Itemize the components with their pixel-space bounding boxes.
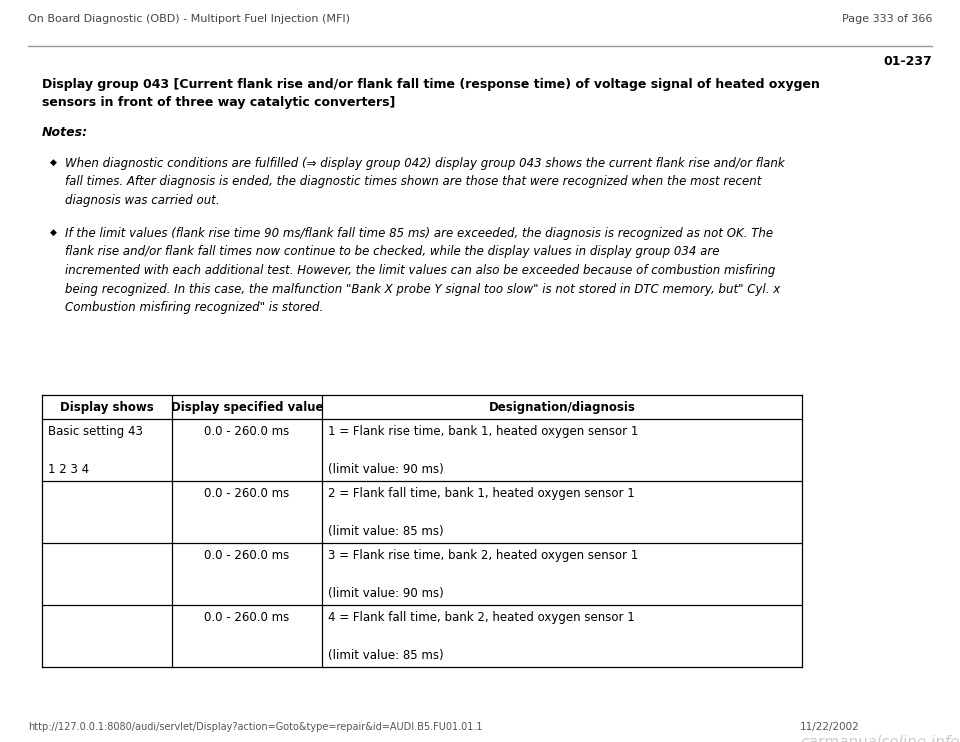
Text: On Board Diagnostic (OBD) - Multiport Fuel Injection (MFI): On Board Diagnostic (OBD) - Multiport Fu… bbox=[28, 14, 350, 24]
Text: 0.0 - 260.0 ms: 0.0 - 260.0 ms bbox=[204, 611, 290, 624]
Text: 01-237: 01-237 bbox=[883, 55, 932, 68]
Text: Display shows: Display shows bbox=[60, 401, 154, 414]
Text: 0.0 - 260.0 ms: 0.0 - 260.0 ms bbox=[204, 487, 290, 500]
Text: Designation/diagnosis: Designation/diagnosis bbox=[489, 401, 636, 414]
Text: 2 = Flank fall time, bank 1, heated oxygen sensor 1

(limit value: 85 ms): 2 = Flank fall time, bank 1, heated oxyg… bbox=[328, 487, 635, 538]
Text: If the limit values (flank rise time 90 ms/flank fall time 85 ms) are exceeded, : If the limit values (flank rise time 90 … bbox=[65, 227, 780, 314]
Text: 4 = Flank fall time, bank 2, heated oxygen sensor 1

(limit value: 85 ms): 4 = Flank fall time, bank 2, heated oxyg… bbox=[328, 611, 635, 662]
Text: 0.0 - 260.0 ms: 0.0 - 260.0 ms bbox=[204, 425, 290, 438]
Text: ◆: ◆ bbox=[50, 158, 57, 167]
Text: 11/22/2002: 11/22/2002 bbox=[800, 722, 860, 732]
Text: 1 = Flank rise time, bank 1, heated oxygen sensor 1

(limit value: 90 ms): 1 = Flank rise time, bank 1, heated oxyg… bbox=[328, 425, 638, 476]
Text: Notes:: Notes: bbox=[42, 126, 88, 139]
Text: When diagnostic conditions are fulfilled (⇒ display group 042) display group 043: When diagnostic conditions are fulfilled… bbox=[65, 157, 784, 207]
Text: ◆: ◆ bbox=[50, 228, 57, 237]
Text: Basic setting 43

1 2 3 4: Basic setting 43 1 2 3 4 bbox=[48, 425, 143, 476]
Text: carmanualsoline.info: carmanualsoline.info bbox=[800, 735, 959, 742]
Text: 3 = Flank rise time, bank 2, heated oxygen sensor 1

(limit value: 90 ms): 3 = Flank rise time, bank 2, heated oxyg… bbox=[328, 549, 638, 600]
Text: http://127.0.0.1:8080/audi/servlet/Display?action=Goto&type=repair&id=AUDI.B5.FU: http://127.0.0.1:8080/audi/servlet/Displ… bbox=[28, 722, 483, 732]
Text: 0.0 - 260.0 ms: 0.0 - 260.0 ms bbox=[204, 549, 290, 562]
Text: Page 333 of 366: Page 333 of 366 bbox=[842, 14, 932, 24]
Text: Display group 043 [Current flank rise and/or flank fall time (response time) of : Display group 043 [Current flank rise an… bbox=[42, 78, 820, 91]
Text: sensors in front of three way catalytic converters]: sensors in front of three way catalytic … bbox=[42, 96, 396, 109]
Text: Display specified value: Display specified value bbox=[171, 401, 324, 414]
